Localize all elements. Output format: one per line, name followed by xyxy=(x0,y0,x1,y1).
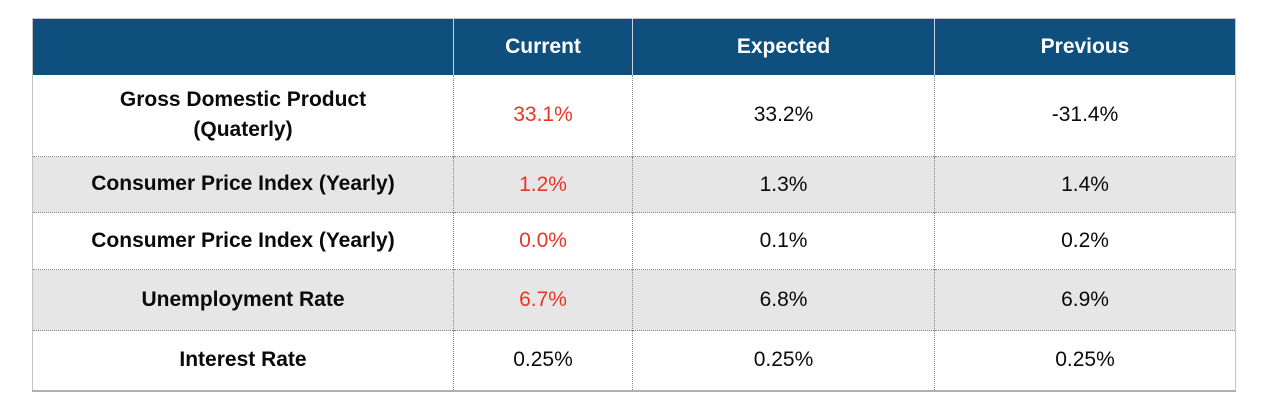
value-previous: 6.9% xyxy=(934,269,1236,331)
value-previous: -31.4% xyxy=(934,74,1236,157)
row-label: Unemployment Rate xyxy=(32,269,454,331)
value-expected: 0.1% xyxy=(632,212,935,270)
row-label: Consumer Price Index (Yearly) xyxy=(32,212,454,270)
column-header-previous: Previous xyxy=(934,18,1236,75)
value-expected: 33.2% xyxy=(632,74,935,157)
column-header-current: Current xyxy=(453,18,633,75)
row-label: Consumer Price Index (Yearly) xyxy=(32,156,454,213)
table-row-cpi-1: Consumer Price Index (Yearly) 1.2% 1.3% … xyxy=(32,156,1236,213)
table-row-interest-rate: Interest Rate 0.25% 0.25% 0.25% xyxy=(32,330,1236,391)
value-expected: 6.8% xyxy=(632,269,935,331)
column-header-expected: Expected xyxy=(632,18,935,75)
economic-indicators-table: Current Expected Previous Gross Domestic… xyxy=(32,18,1236,392)
value-previous: 0.25% xyxy=(934,330,1236,391)
table-row-gdp: Gross Domestic Product (Quaterly) 33.1% … xyxy=(33,74,1236,157)
table-row-unemployment: Unemployment Rate 6.7% 6.8% 6.9% xyxy=(32,269,1236,331)
value-previous: 1.4% xyxy=(934,156,1236,213)
value-current: 0.0% xyxy=(453,212,633,270)
row-label: Gross Domestic Product (Quaterly) xyxy=(119,87,367,142)
value-current: 33.1% xyxy=(453,74,633,157)
value-expected: 0.25% xyxy=(632,330,935,391)
economic-indicators-table-container: Current Expected Previous Gross Domestic… xyxy=(32,18,1236,392)
table-row-cpi-2: Consumer Price Index (Yearly) 0.0% 0.1% … xyxy=(32,212,1236,270)
table-header: Current Expected Previous xyxy=(32,18,1236,75)
row-label: Interest Rate xyxy=(32,330,454,391)
header-row: Current Expected Previous xyxy=(32,18,1236,75)
value-expected: 1.3% xyxy=(632,156,935,213)
header-corner-cell xyxy=(32,18,454,75)
value-current: 1.2% xyxy=(453,156,633,213)
value-current: 6.7% xyxy=(453,269,633,331)
value-current: 0.25% xyxy=(453,330,633,391)
table-body: Gross Domestic Product (Quaterly) 33.1% … xyxy=(32,74,1236,391)
value-previous: 0.2% xyxy=(934,212,1236,270)
